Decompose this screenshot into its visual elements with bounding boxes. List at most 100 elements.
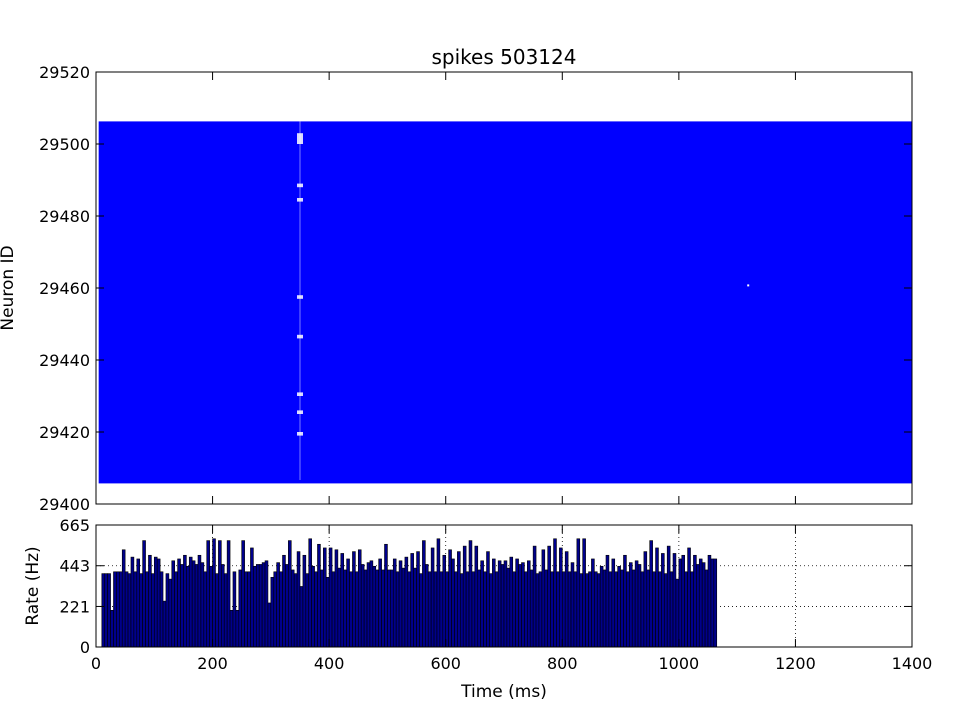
rate-bar-40 <box>218 540 222 648</box>
rate-bar-134 <box>492 558 496 648</box>
raster-ytick-label-2: 29440 <box>39 351 90 370</box>
rate-bar-160 <box>567 571 572 648</box>
rate-bar-202 <box>690 571 694 648</box>
rate-bar-75 <box>320 569 324 648</box>
rate-bar-83 <box>343 569 347 648</box>
rate-bar-156 <box>556 571 560 648</box>
rate-bar-120 <box>451 558 455 648</box>
rate-bar-53 <box>255 564 260 648</box>
rate-bar-103 <box>401 567 406 648</box>
rate-bar-132 <box>486 551 490 648</box>
rate-bar-39 <box>215 573 219 648</box>
rate-bar-27 <box>180 564 184 648</box>
rate-bar-47 <box>238 569 243 648</box>
rate-bar-74 <box>317 543 321 648</box>
rate-bar-126 <box>468 540 473 648</box>
rate-bar-60 <box>276 562 280 648</box>
rate-bar-165 <box>582 538 586 648</box>
rate-bar-37 <box>209 565 213 648</box>
rate-bar-51 <box>250 547 254 648</box>
rate-bar-104 <box>404 556 409 648</box>
rate-bar-184 <box>637 564 642 648</box>
rate-xtick-label-4: 800 <box>547 654 578 673</box>
rate-bar-22 <box>165 573 170 648</box>
rate-bar-158 <box>561 571 566 648</box>
rate-frame <box>95 524 913 648</box>
rate-bar-26 <box>177 558 181 648</box>
rate-y-ticks: 0 221 443 665 <box>59 516 912 657</box>
rate-bar-192 <box>661 553 665 648</box>
rate-bar-159 <box>564 551 569 648</box>
rate-bar-65 <box>290 569 295 648</box>
rate-bar-87 <box>355 571 359 648</box>
rate-bar-161 <box>570 562 575 648</box>
rate-bar-143 <box>518 564 522 648</box>
rate-bar-149 <box>535 573 540 648</box>
rate-bar-12 <box>136 558 141 648</box>
rate-xtick-label-6: 1200 <box>775 654 816 673</box>
rate-bar-9 <box>127 573 132 648</box>
rate-bar-91 <box>366 562 371 648</box>
rate-bar-45 <box>232 571 237 648</box>
rate-bar-73 <box>314 571 318 648</box>
rate-bar-154 <box>550 571 554 648</box>
rate-bar-94 <box>375 569 379 648</box>
rate-bar-189 <box>652 571 656 648</box>
rate-bar-86 <box>352 551 356 648</box>
rate-bar-1 <box>104 573 108 648</box>
rate-bar-178 <box>620 569 624 648</box>
rate-ytick-label-1: 221 <box>59 597 90 616</box>
rate-bar-69 <box>302 554 307 648</box>
raster-ytick-label-4: 29480 <box>39 207 90 226</box>
rate-bar-57 <box>267 602 272 648</box>
rate-bar-141 <box>512 571 516 648</box>
rate-bar-115 <box>436 538 441 648</box>
rate-bar-105 <box>407 571 412 648</box>
rate-bar-56 <box>264 560 269 648</box>
raster-gap-dot <box>747 284 750 287</box>
rate-bar-64 <box>288 540 292 648</box>
rate-bar-145 <box>524 571 528 648</box>
rate-bar-164 <box>579 573 583 648</box>
rate-bar-162 <box>573 571 578 648</box>
rate-bar-28 <box>183 554 187 648</box>
rate-bar-61 <box>279 571 283 648</box>
rate-bar-79 <box>331 571 336 648</box>
rate-bar-180 <box>626 571 630 648</box>
rate-bar-200 <box>684 571 688 648</box>
rate-bar-210 <box>713 558 718 648</box>
rate-xtick-label-5: 1000 <box>658 654 699 673</box>
rate-bar-96 <box>381 569 385 648</box>
rate-bar-125 <box>465 571 470 648</box>
rate-bar-194 <box>666 545 671 648</box>
rate-bar-181 <box>629 562 633 648</box>
rate-bar-18 <box>153 556 158 648</box>
raster-spike-block-0 <box>98 121 913 484</box>
rate-bar-31 <box>191 560 196 648</box>
rate-bar-148 <box>532 545 537 648</box>
rate-bar-137 <box>500 564 505 648</box>
rate-bar-29 <box>186 565 190 648</box>
rate-bar-110 <box>422 540 426 648</box>
rate-bar-80 <box>334 549 339 648</box>
rate-bar-196 <box>672 553 677 648</box>
rate-bar-93 <box>372 565 377 648</box>
rate-bar-209 <box>710 558 715 648</box>
rate-ytick-label-0: 0 <box>80 638 90 657</box>
rate-bar-92 <box>369 560 374 648</box>
rate-xtick-label-1: 200 <box>197 654 228 673</box>
rate-bar-66 <box>293 573 298 648</box>
rate-bar-147 <box>529 569 534 648</box>
rate-bar-171 <box>599 565 604 648</box>
rate-bar-30 <box>188 556 193 648</box>
rate-bar-4 <box>113 571 117 648</box>
rate-bar-21 <box>162 600 167 648</box>
rate-bar-191 <box>658 571 662 648</box>
rate-bar-201 <box>687 547 691 648</box>
rate-bar-84 <box>346 558 350 648</box>
rate-bar-146 <box>527 560 531 648</box>
rate-bar-114 <box>433 571 438 648</box>
rate-bar-129 <box>477 569 481 648</box>
rate-bar-188 <box>649 540 653 648</box>
